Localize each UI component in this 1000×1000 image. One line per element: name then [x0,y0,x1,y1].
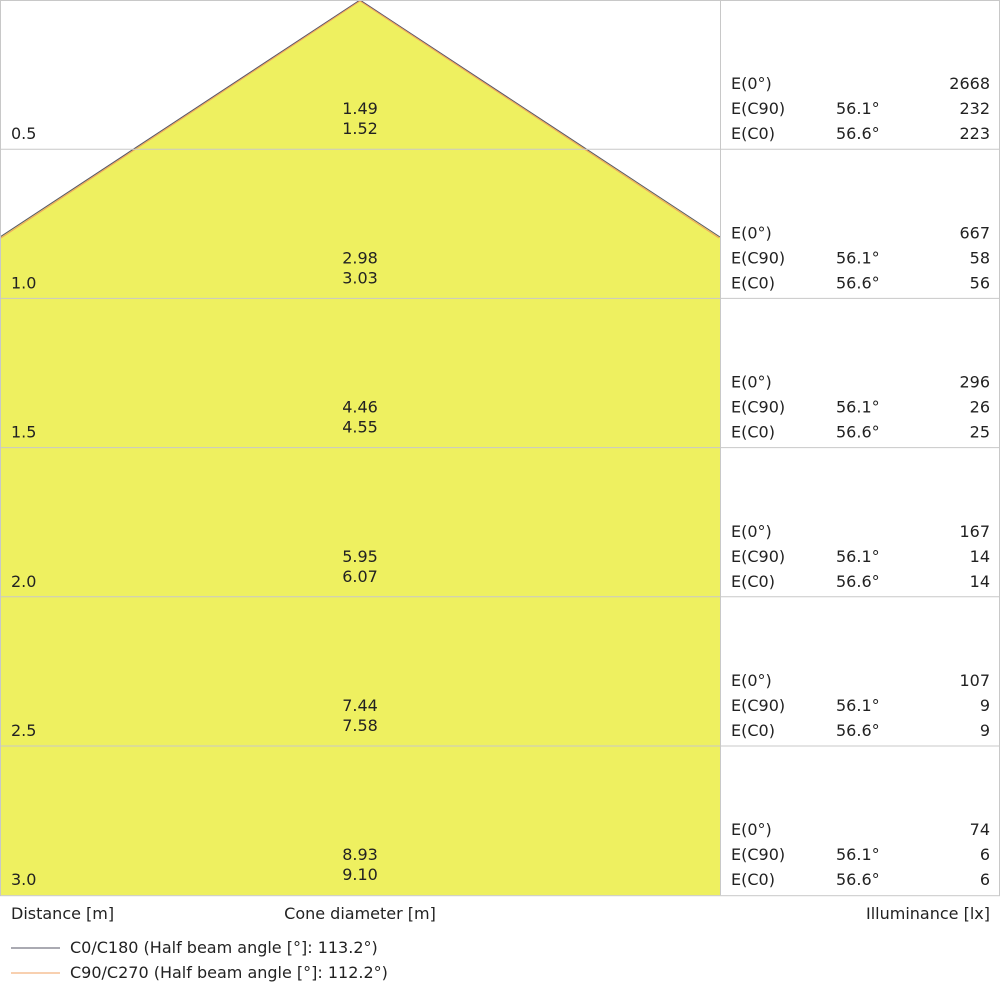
illuminance-row-label: E(0°) [731,223,772,242]
cone-diameter-c90: 9.10 [342,865,378,884]
illuminance-value: 6 [980,845,990,864]
cone-edge-c0-left [0,0,361,238]
illuminance-angle: 56.6° [836,273,880,292]
illuminance-row-label: E(C0) [731,423,775,442]
illuminance-angle: 56.6° [836,423,880,442]
distance-label: 2.5 [11,721,36,740]
illuminance-value: 14 [970,547,990,566]
illuminance-angle: 56.1° [836,248,880,267]
illuminance-axis-label: Illuminance [lx] [866,904,990,923]
illuminance-value: 223 [959,124,990,143]
illuminance-value: 6 [980,870,990,889]
illuminance-value: 26 [970,398,990,417]
illuminance-value: 9 [980,721,990,740]
cone-diameter-c90: 6.07 [342,567,378,586]
illuminance-value: 296 [959,373,990,392]
illuminance-row-label: E(0°) [731,74,772,93]
illuminance-angle: 56.1° [836,99,880,118]
cone-diameter-c0: 7.44 [342,696,378,715]
illuminance-row-label: E(C90) [731,696,785,715]
illuminance-row-label: E(C0) [731,870,775,889]
cone-diameter-c0: 8.93 [342,845,378,864]
illuminance-row-label: E(C90) [731,248,785,267]
illuminance-angle: 56.6° [836,572,880,591]
illuminance-value: 56 [970,273,990,292]
cone-diameter-c0: 4.46 [342,398,378,417]
illuminance-row-label: E(C90) [731,398,785,417]
cone-diameter-c90: 3.03 [342,268,378,287]
illuminance-value: 14 [970,572,990,591]
distance-label: 2.0 [11,572,36,591]
illuminance-row-label: E(C0) [731,721,775,740]
illuminance-value: 2668 [949,74,990,93]
cone-diameter-c90: 4.55 [342,418,378,437]
cone-diameter-c90: 7.58 [342,716,378,735]
illuminance-row-label: E(C0) [731,572,775,591]
cone-diameter-c0: 5.95 [342,547,378,566]
cone-edge-c90-right [359,0,720,239]
illuminance-angle: 56.1° [836,696,880,715]
illuminance-angle: 56.1° [836,845,880,864]
illuminance-angle: 56.6° [836,870,880,889]
illuminance-value: 25 [970,423,990,442]
illuminance-angle: 56.1° [836,547,880,566]
cone-axis-label: Cone diameter [m] [284,904,436,923]
illuminance-value: 167 [959,522,990,541]
illuminance-value: 74 [970,820,990,839]
illuminance-row-label: E(C0) [731,273,775,292]
illuminance-value: 107 [959,671,990,690]
distance-label: 1.0 [11,273,36,292]
illuminance-value: 667 [959,223,990,242]
illuminance-row-label: E(C90) [731,99,785,118]
cone-diameter-c90: 1.52 [342,119,378,138]
illuminance-row-label: E(0°) [731,373,772,392]
illuminance-angle: 56.6° [836,721,880,740]
cone-diameter-c0: 1.49 [342,99,378,118]
cone-edge-c90-left [0,0,361,239]
illuminance-row-label: E(0°) [731,522,772,541]
legend-entry: C90/C270 (Half beam angle [°]: 112.2°) [70,963,388,982]
distance-label: 0.5 [11,124,36,143]
illuminance-value: 9 [980,696,990,715]
distance-label: 1.5 [11,423,36,442]
illuminance-row-label: E(C90) [731,547,785,566]
legend-entry: C0/C180 (Half beam angle [°]: 113.2°) [70,938,378,957]
illuminance-row-label: E(C0) [731,124,775,143]
illuminance-value: 232 [959,99,990,118]
cone-edge-c0-right [359,0,721,238]
illuminance-row-label: E(C90) [731,845,785,864]
illuminance-row-label: E(0°) [731,820,772,839]
illuminance-value: 58 [970,248,990,267]
illuminance-row-label: E(0°) [731,671,772,690]
illuminance-angle: 56.1° [836,398,880,417]
cone-diameter-c0: 2.98 [342,248,378,267]
illuminance-angle: 56.6° [836,124,880,143]
distance-label: 3.0 [11,870,36,889]
distance-axis-label: Distance [m] [11,904,114,923]
